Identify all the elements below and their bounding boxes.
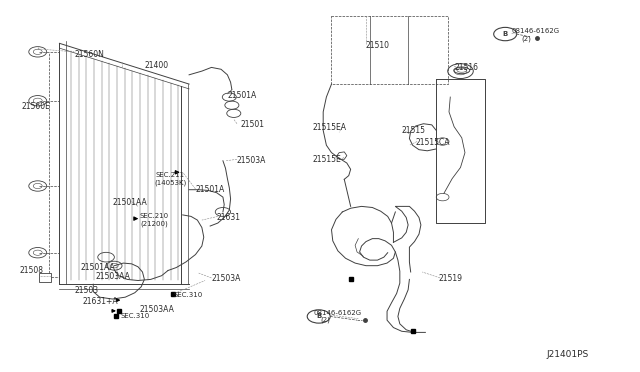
Text: 21400: 21400: [145, 61, 168, 70]
Text: SEC.310: SEC.310: [121, 314, 150, 320]
Text: 21503AA: 21503AA: [140, 305, 175, 314]
Text: 21503A: 21503A: [211, 274, 241, 283]
Text: (14053K): (14053K): [154, 179, 186, 186]
Text: 21503A: 21503A: [237, 155, 266, 164]
Bar: [39, 273, 51, 282]
Text: SEC.211: SEC.211: [156, 172, 185, 178]
Text: 21519: 21519: [438, 274, 462, 283]
Text: 21515CA: 21515CA: [416, 138, 451, 147]
Text: 21501AA: 21501AA: [113, 198, 147, 207]
Text: 21515: 21515: [402, 126, 426, 135]
Text: 21515E: 21515E: [312, 155, 341, 164]
Text: 21510: 21510: [366, 41, 390, 50]
Text: SEC.210: SEC.210: [140, 214, 169, 219]
Text: B: B: [502, 31, 508, 37]
Text: B: B: [316, 314, 321, 320]
Text: 21560N: 21560N: [74, 50, 104, 59]
Text: (2): (2): [521, 35, 531, 42]
Text: 21631: 21631: [216, 213, 241, 222]
Text: 21516: 21516: [454, 63, 478, 72]
Text: 21501AA: 21501AA: [81, 263, 115, 272]
Text: (2): (2): [320, 317, 330, 323]
Text: 21501A: 21501A: [227, 91, 257, 100]
Text: 21503: 21503: [74, 286, 99, 295]
Text: (21200): (21200): [140, 221, 168, 227]
Text: 21560E: 21560E: [21, 102, 50, 111]
Text: 21503AA: 21503AA: [95, 272, 130, 281]
Text: 08146-6162G: 08146-6162G: [314, 310, 362, 316]
Text: 21501: 21501: [240, 121, 264, 129]
Text: SEC.310: SEC.310: [173, 292, 202, 298]
Text: J21401PS: J21401PS: [547, 350, 589, 359]
Text: 08146-6162G: 08146-6162G: [511, 28, 560, 34]
Text: 21631+A: 21631+A: [83, 297, 118, 306]
Text: 21508: 21508: [20, 266, 44, 275]
Text: 21501A: 21501A: [195, 185, 225, 194]
Text: 21515EA: 21515EA: [312, 123, 346, 132]
